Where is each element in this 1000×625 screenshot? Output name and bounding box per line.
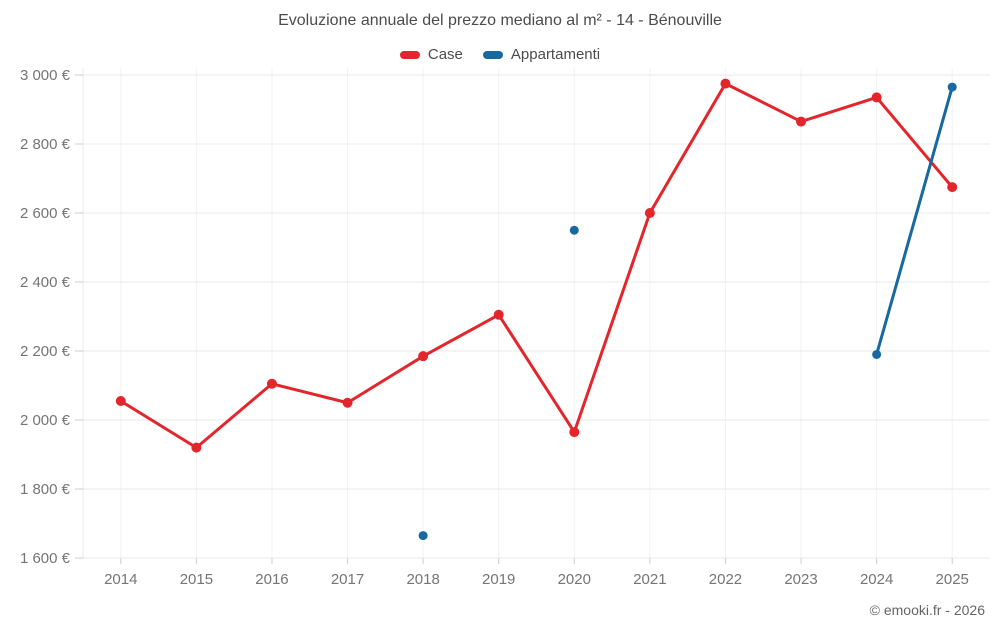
appartamenti-series-swatch-icon	[482, 50, 503, 59]
x-tick-label: 2016	[255, 571, 288, 588]
data-point-case-2024[interactable]	[871, 92, 882, 103]
legend-item-label: Case	[427, 46, 463, 63]
series-line-case	[194, 382, 274, 450]
y-tick-label: 1 600 €	[20, 550, 71, 567]
series-line-case	[648, 82, 727, 215]
x-tick-label: 2020	[558, 571, 591, 588]
series-line-case	[497, 313, 576, 434]
x-tick-label: 2022	[709, 571, 742, 588]
data-point-case-2025[interactable]	[947, 182, 958, 193]
data-point-appartamenti-2025[interactable]	[947, 82, 957, 92]
y-tick-label: 2 200 €	[20, 343, 71, 360]
watermark: © emooki.fr - 2026	[869, 602, 985, 618]
y-tick-label: 2 800 €	[20, 136, 71, 153]
data-point-case-2023[interactable]	[796, 116, 807, 127]
x-tick-label: 2025	[936, 571, 969, 588]
x-tick-label: 2014	[104, 571, 137, 588]
series-line-case	[572, 211, 652, 434]
legend-item-appartamenti[interactable]: Appartamenti	[482, 46, 601, 63]
x-tick-label: 2021	[633, 571, 666, 588]
case-series-swatch-icon	[399, 50, 420, 59]
legend-item-label: Appartamenti	[510, 46, 601, 63]
data-point-appartamenti-2018[interactable]	[418, 531, 428, 541]
x-tick-label: 2019	[482, 571, 515, 588]
x-tick-label: 2023	[784, 571, 817, 588]
data-point-case-2015[interactable]	[191, 442, 202, 453]
data-point-case-2020[interactable]	[569, 427, 580, 438]
series-line-case	[723, 82, 803, 124]
y-tick-label: 2 600 €	[20, 205, 71, 222]
x-tick-label: 2017	[331, 571, 364, 588]
y-tick-label: 1 800 €	[20, 481, 71, 498]
series-line-appartamenti	[875, 85, 954, 356]
series-line-case	[346, 354, 425, 405]
data-point-case-2016[interactable]	[266, 378, 277, 389]
x-tick-label: 2018	[406, 571, 439, 588]
y-tick-label: 2 400 €	[20, 274, 71, 291]
series-line-case	[799, 95, 879, 124]
data-point-case-2017[interactable]	[342, 397, 353, 408]
series-line-case	[270, 382, 350, 405]
x-tick-label: 2015	[180, 571, 213, 588]
data-point-appartamenti-2020[interactable]	[569, 225, 579, 235]
data-point-case-2021[interactable]	[644, 208, 655, 218]
legend-item-case[interactable]: Case	[399, 46, 463, 63]
chart-title: Evoluzione annuale del prezzo mediano al…	[278, 12, 722, 29]
y-tick-label: 3 000 €	[20, 67, 71, 84]
data-point-case-2019[interactable]	[493, 309, 504, 320]
data-point-case-2022[interactable]	[720, 78, 731, 89]
data-point-appartamenti-2024[interactable]	[872, 349, 882, 359]
series-line-case	[875, 95, 954, 189]
series-line-case	[421, 313, 501, 358]
data-point-case-2014[interactable]	[115, 396, 126, 407]
y-tick-label: 2 000 €	[20, 412, 71, 429]
data-point-case-2018[interactable]	[418, 351, 429, 362]
series-line-case	[119, 399, 198, 450]
x-tick-label: 2024	[860, 571, 893, 588]
chart-legend: Case Appartamenti	[0, 46, 1000, 63]
